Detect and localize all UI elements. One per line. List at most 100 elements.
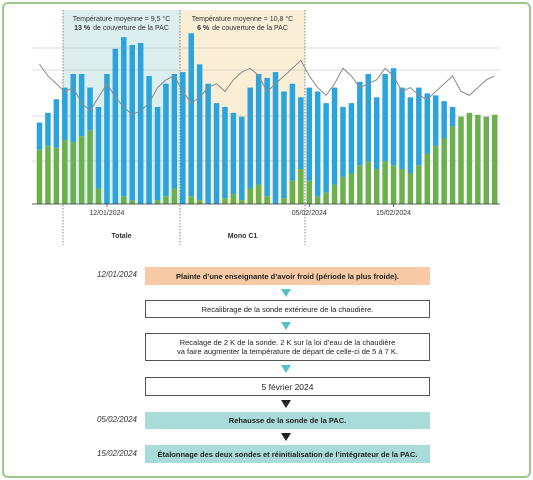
region-note: Température moyenne = 10,8 °C bbox=[192, 15, 293, 23]
bar bbox=[230, 194, 237, 204]
bar bbox=[87, 130, 93, 204]
x-tick-label: 05/02/2024 bbox=[292, 210, 327, 217]
bar bbox=[78, 74, 85, 137]
bar bbox=[163, 196, 169, 204]
bar bbox=[373, 97, 380, 170]
bar bbox=[323, 192, 329, 204]
step-text: va faire augmenter la température de dép… bbox=[177, 347, 398, 356]
step-box: Rehausse de la sonde de la PAC. bbox=[145, 412, 430, 429]
bar bbox=[239, 200, 245, 204]
bar bbox=[458, 116, 464, 204]
arrow bbox=[281, 433, 291, 441]
region-note-rest: de couverture de la PAC bbox=[212, 25, 288, 32]
bar bbox=[53, 99, 60, 148]
bar bbox=[45, 145, 51, 204]
bar bbox=[36, 122, 43, 150]
bar bbox=[264, 196, 270, 204]
bar bbox=[323, 103, 329, 193]
bar bbox=[171, 188, 178, 204]
bar bbox=[70, 141, 76, 204]
bar bbox=[340, 176, 346, 204]
arrow bbox=[281, 365, 291, 373]
bar bbox=[255, 184, 262, 204]
bar bbox=[416, 165, 422, 204]
bar bbox=[483, 116, 490, 204]
bar bbox=[331, 184, 338, 204]
region-note: 13 % de couverture de la PAC bbox=[74, 25, 169, 32]
bar bbox=[289, 83, 296, 181]
bar bbox=[154, 107, 161, 201]
region-label: Mono C1 bbox=[228, 233, 258, 240]
bar bbox=[432, 145, 439, 204]
x-tick-label: 15/02/2024 bbox=[376, 210, 411, 217]
region-bold: 13 % bbox=[74, 25, 91, 32]
bar bbox=[348, 172, 355, 204]
bar bbox=[416, 87, 422, 166]
bar bbox=[382, 161, 388, 204]
bar bbox=[36, 149, 43, 204]
bar bbox=[298, 169, 304, 204]
chart: Température moyenne = 9,5 °C13 % de couve… bbox=[32, 10, 500, 245]
bar bbox=[154, 200, 161, 204]
step-box: 5 février 2024 bbox=[145, 377, 430, 396]
bar bbox=[264, 77, 270, 197]
bar bbox=[45, 112, 51, 146]
region-bold: 6 % bbox=[197, 25, 210, 32]
bar bbox=[62, 87, 68, 140]
bar bbox=[222, 107, 228, 199]
bar bbox=[348, 103, 355, 173]
bar bbox=[104, 74, 110, 205]
bar bbox=[298, 97, 304, 170]
bar bbox=[357, 81, 363, 166]
bar bbox=[432, 95, 439, 146]
bar bbox=[382, 74, 388, 162]
region-note: Température moyenne = 9,5 °C bbox=[73, 15, 171, 23]
step-text: Recalibrage de la sonde extérieure de la… bbox=[201, 304, 374, 314]
bar bbox=[449, 107, 456, 127]
bar bbox=[373, 169, 380, 204]
bar bbox=[87, 87, 93, 131]
bar bbox=[188, 33, 194, 197]
region-note-rest: de couverture de la PAC bbox=[93, 25, 169, 32]
bar bbox=[399, 169, 405, 204]
bar bbox=[180, 72, 186, 204]
bar bbox=[491, 114, 498, 204]
bar bbox=[466, 112, 473, 204]
bar bbox=[239, 116, 245, 201]
bar bbox=[407, 97, 414, 173]
bar bbox=[137, 42, 144, 205]
bar bbox=[306, 180, 313, 204]
step-date: 05/02/2024 bbox=[96, 415, 137, 424]
step-date: 12/01/2024 bbox=[96, 270, 137, 279]
bar bbox=[314, 196, 321, 204]
step-box: Recalibrage de la sonde extérieure de la… bbox=[145, 300, 430, 318]
bar bbox=[407, 172, 414, 204]
step-text: Plainte d’une enseignante d’avoir froid … bbox=[176, 271, 399, 281]
region-label: Totale bbox=[111, 233, 131, 240]
bar bbox=[314, 91, 321, 197]
bar bbox=[475, 114, 481, 204]
bar bbox=[163, 83, 169, 197]
bar bbox=[340, 107, 346, 177]
step-box: Plainte d’une enseignante d’avoir froid … bbox=[145, 267, 430, 285]
bar bbox=[365, 74, 372, 162]
bar bbox=[129, 44, 135, 201]
bar bbox=[222, 198, 228, 204]
bar bbox=[95, 107, 102, 189]
bar bbox=[399, 87, 405, 170]
bar bbox=[255, 74, 262, 185]
bar bbox=[247, 87, 253, 189]
step-text: Étalonnage des deux sondes et réinitiali… bbox=[157, 449, 418, 459]
bar bbox=[121, 37, 127, 197]
bar bbox=[281, 91, 287, 199]
bar bbox=[196, 64, 203, 201]
bar bbox=[424, 153, 431, 204]
bar bbox=[390, 68, 397, 166]
step-text: Rehausse de la sonde de la PAC. bbox=[228, 416, 347, 425]
bar bbox=[196, 200, 203, 204]
bar bbox=[205, 83, 211, 204]
bar bbox=[441, 138, 447, 204]
bar bbox=[171, 74, 178, 189]
x-tick-label: 12/01/2024 bbox=[89, 210, 124, 217]
